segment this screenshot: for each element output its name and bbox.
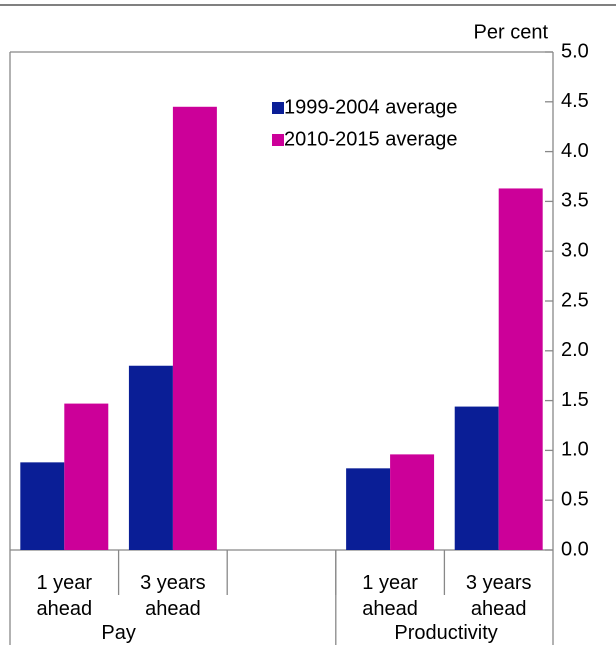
- y-tick-label: 2.0: [561, 339, 589, 361]
- bar: [128, 365, 173, 550]
- bar: [390, 454, 435, 550]
- legend-label: 2010-2015 average: [284, 128, 457, 150]
- legend-swatch: [272, 134, 284, 146]
- y-tick-label: 1.5: [561, 389, 589, 411]
- bar: [20, 462, 65, 550]
- bar: [172, 106, 217, 550]
- legend-label: 1999-2004 average: [284, 96, 457, 118]
- bar: [64, 403, 109, 550]
- legend-swatch: [272, 102, 284, 114]
- x-tick-label: 1 year ahead: [362, 572, 418, 620]
- group-label: Productivity: [394, 622, 498, 644]
- bar: [346, 468, 391, 550]
- y-axis-label: Per cent: [474, 21, 549, 43]
- y-tick-label: 3.0: [561, 239, 589, 261]
- group-label: Pay: [101, 622, 136, 644]
- y-tick-label: 0.0: [561, 538, 589, 560]
- y-tick-label: 2.5: [561, 289, 589, 311]
- x-tick-label: 1 year ahead: [36, 572, 93, 620]
- y-tick-label: 5.0: [561, 40, 589, 62]
- bar: [498, 188, 543, 550]
- y-tick-label: 4.5: [561, 90, 589, 112]
- y-tick-label: 3.5: [561, 190, 589, 212]
- y-tick-label: 0.5: [561, 488, 589, 510]
- x-tick-label: 3 years ahead: [465, 572, 532, 620]
- bar: [454, 406, 499, 550]
- x-tick-label: 3 years ahead: [140, 572, 206, 620]
- y-tick-label: 4.0: [561, 140, 589, 162]
- y-tick-label: 1.0: [561, 439, 589, 461]
